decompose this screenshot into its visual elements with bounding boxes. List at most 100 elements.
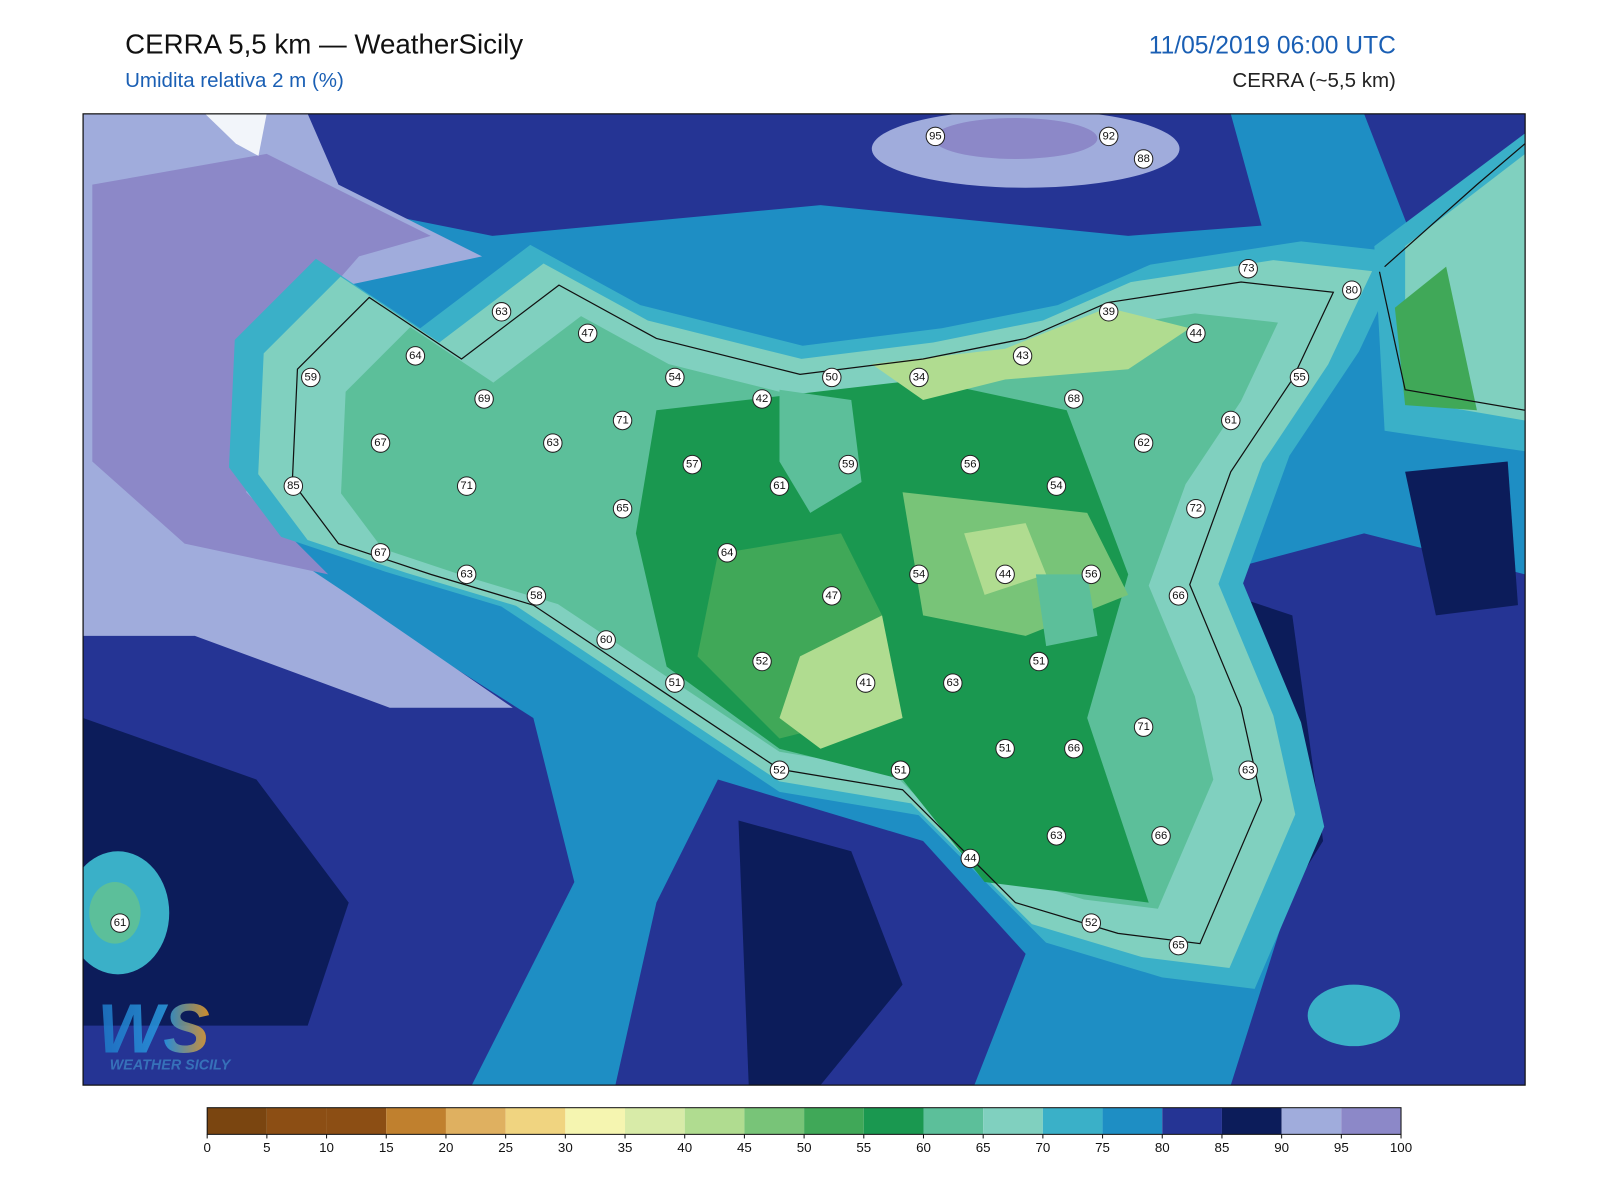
colorbar-bin [445,1107,506,1135]
colorbar-tick-label: 40 [677,1140,692,1155]
colorbar-tick-label: 50 [797,1140,812,1155]
station-value: 65 [616,503,629,515]
coastline [1378,143,1526,411]
station-marker [1186,323,1206,344]
station-value: 71 [1137,721,1150,733]
station-value: 69 [478,393,491,405]
station-value: 44 [999,568,1012,580]
station-value: 59 [305,371,318,383]
station-value: 57 [686,459,699,471]
station-marker [995,564,1015,585]
station-value: 52 [756,656,769,668]
station-value: 47 [581,327,594,339]
station-marker [769,476,790,496]
colorbar-tick-label: 20 [439,1140,454,1155]
station-value: 42 [756,393,769,405]
colorbar-bin [625,1107,685,1135]
field [779,389,862,513]
station-value: 95 [929,130,942,142]
model-label: CERRA (~5,5 km) [1232,69,1395,92]
colorbar-tick-label: 45 [737,1140,752,1155]
station-marker [665,367,685,388]
station-value: 63 [460,568,473,580]
station-marker [1238,760,1258,780]
station-marker [717,543,737,563]
station-value: 61 [773,480,786,492]
station-marker [1133,433,1154,453]
field [964,523,1047,595]
station-value: 71 [616,415,629,427]
station-value: 54 [1050,480,1063,492]
colorbar-tick-label: 65 [976,1140,991,1155]
station-marker [960,454,980,475]
station-marker [526,586,547,606]
title: CERRA 5,5 km — WeatherSicily [125,28,523,59]
station-marker [1186,498,1206,519]
station-marker [752,389,772,409]
station-value: 62 [1137,437,1150,449]
station-marker [370,433,391,453]
colorbar-tick-label: 55 [856,1140,871,1155]
station-marker [1289,367,1310,388]
station-marker [110,913,130,933]
logo-initials: WS [97,989,209,1067]
station-marker [752,651,772,672]
station-marker [1081,913,1102,933]
station-marker [1064,738,1084,759]
station-marker [596,630,616,650]
station-layer: 95 92 88 73 80 63 39 47 44 64 43 59 54 50 34 55 69 42 68 71… [110,126,1362,956]
logo: WS WEATHER SICILY [97,989,231,1073]
field [89,882,141,944]
station-marker [1221,410,1241,431]
station-marker [665,673,685,693]
station-value: 67 [374,437,387,449]
station-value: 39 [1102,306,1115,318]
station-marker [1012,346,1033,366]
station-marker [456,564,477,585]
station-marker [838,454,858,475]
station-marker [909,367,929,388]
station-marker [1064,389,1084,409]
colorbar: 0 5 10 15 20 25 30 35 40 45 50 55 60 65 70 75 80 85 90 95 10… [203,1107,1412,1155]
station-marker [890,760,911,780]
station-value: 41 [859,677,872,689]
station-value: 63 [1050,830,1063,842]
station-value: 80 [1346,284,1359,296]
colorbar-bin [804,1107,864,1135]
colorbar-bin [684,1107,745,1135]
colorbar-bin [207,1107,267,1135]
station-marker [960,848,980,869]
station-marker [612,410,633,431]
coastline [291,281,1335,945]
station-value: 65 [1172,940,1185,952]
station-marker [1168,935,1189,956]
station-value: 72 [1190,503,1203,515]
colorbar-tick-label: 75 [1095,1140,1110,1155]
station-marker [1081,564,1102,585]
station-marker [543,433,563,453]
station-marker [822,367,842,388]
station-marker [943,673,963,693]
station-marker [612,498,633,519]
station-marker [855,673,876,693]
station-value: 88 [1137,153,1150,165]
field [1405,461,1518,616]
station-value: 63 [947,677,960,689]
colorbar-bin [923,1107,984,1135]
colorbar-bin [1162,1107,1222,1135]
colorbar-bin [1281,1107,1342,1135]
field [779,615,903,749]
station-marker [1133,149,1154,169]
station-value: 43 [1016,350,1029,362]
station-marker [1133,717,1154,737]
station-value: 44 [964,852,977,864]
colorbar-tick-label: 30 [558,1140,573,1155]
field [205,113,267,156]
station-value: 52 [1085,917,1098,929]
field [933,117,1098,159]
colorbar-bin [744,1107,805,1135]
station-marker [1046,826,1067,846]
field [1035,574,1098,647]
